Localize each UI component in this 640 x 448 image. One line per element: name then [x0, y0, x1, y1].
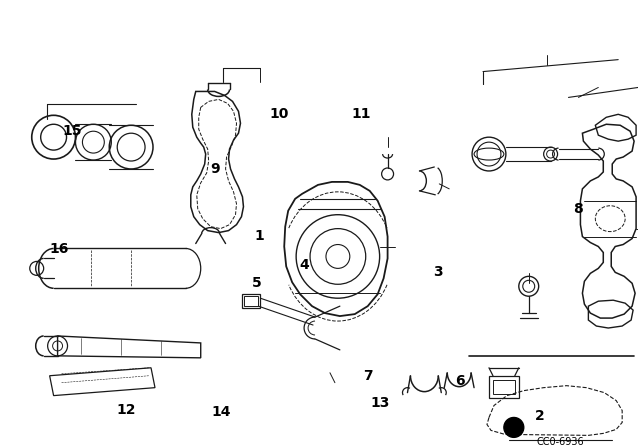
Text: 10: 10 — [269, 107, 289, 121]
Text: 1: 1 — [255, 229, 264, 243]
Text: 8: 8 — [573, 202, 582, 216]
Text: 2: 2 — [534, 409, 545, 423]
Text: 12: 12 — [116, 403, 136, 417]
Bar — [489, 376, 519, 397]
Text: 14: 14 — [212, 405, 231, 419]
Bar — [493, 380, 515, 394]
Text: 7: 7 — [363, 369, 372, 383]
Text: 11: 11 — [351, 107, 371, 121]
Text: 13: 13 — [371, 396, 390, 410]
Text: 16: 16 — [49, 242, 69, 256]
Bar — [244, 296, 259, 306]
Text: CC0-6936: CC0-6936 — [537, 437, 584, 448]
Text: 9: 9 — [210, 162, 220, 176]
Text: 4: 4 — [300, 258, 309, 272]
Circle shape — [504, 418, 524, 437]
Text: 3: 3 — [433, 265, 442, 279]
Bar — [243, 294, 260, 308]
Text: 5: 5 — [252, 276, 261, 290]
Text: 6: 6 — [455, 374, 465, 388]
Text: 15: 15 — [62, 125, 82, 138]
